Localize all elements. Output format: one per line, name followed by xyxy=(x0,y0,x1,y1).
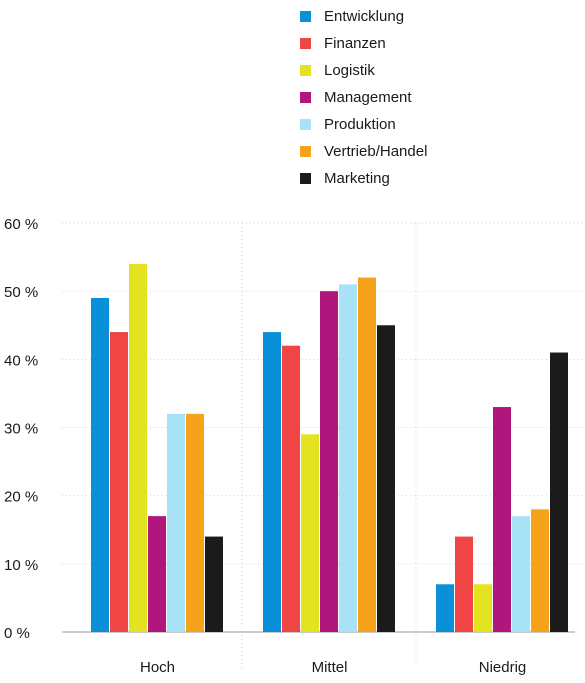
y-tick-label-2: 20 % xyxy=(4,489,38,506)
x-axis: Hoch Mittel Niedrig xyxy=(140,659,526,676)
legend-label-6: Marketing xyxy=(324,170,390,187)
bar-niedrig-2 xyxy=(474,584,492,632)
x-tick-label-2: Niedrig xyxy=(479,659,527,676)
legend-label-2: Logistik xyxy=(324,62,375,79)
y-tick-label-3: 30 % xyxy=(4,421,38,438)
legend-swatch-0 xyxy=(300,11,311,22)
x-tick-label-0: Hoch xyxy=(140,659,175,676)
bar-hoch-1 xyxy=(110,332,128,632)
bar-niedrig-4 xyxy=(512,516,530,632)
bar-hoch-4 xyxy=(167,413,185,632)
bar-hoch-0 xyxy=(91,297,109,632)
y-tick-label-4: 40 % xyxy=(4,352,38,369)
legend-swatch-3 xyxy=(300,92,311,103)
y-tick-label-1: 10 % xyxy=(4,557,38,574)
bars xyxy=(91,263,568,632)
bar-mittel-1 xyxy=(282,345,300,632)
legend-label-4: Produktion xyxy=(324,116,396,133)
bar-mittel-3 xyxy=(320,291,338,632)
bar-mittel-2 xyxy=(301,434,319,632)
legend-label-0: Entwicklung xyxy=(324,8,404,25)
legend-label-3: Management xyxy=(324,89,412,106)
x-tick-label-1: Mittel xyxy=(312,659,348,676)
bar-hoch-5 xyxy=(186,413,204,632)
bar-mittel-6 xyxy=(377,325,395,632)
bar-niedrig-5 xyxy=(531,509,549,632)
bar-mittel-5 xyxy=(358,277,376,632)
legend-swatch-5 xyxy=(300,146,311,157)
bar-niedrig-6 xyxy=(550,352,568,632)
legend-swatch-1 xyxy=(300,38,311,49)
bar-hoch-6 xyxy=(205,536,223,632)
bar-mittel-0 xyxy=(263,332,281,632)
legend-label-1: Finanzen xyxy=(324,35,386,52)
y-tick-label-6: 60 % xyxy=(4,216,38,233)
y-tick-label-0: 0 % xyxy=(4,625,30,642)
legend: Entwicklung Finanzen Logistik Management Pro… xyxy=(300,8,427,187)
bar-mittel-4 xyxy=(339,284,357,632)
legend-swatch-2 xyxy=(300,65,311,76)
legend-label-5: Vertrieb/Handel xyxy=(324,143,427,160)
legend-swatch-6 xyxy=(300,173,311,184)
bar-niedrig-0 xyxy=(436,584,454,632)
bar-niedrig-3 xyxy=(493,407,511,632)
legend-swatch-4 xyxy=(300,119,311,130)
bar-niedrig-1 xyxy=(455,536,473,632)
bar-hoch-2 xyxy=(129,263,147,632)
bar-hoch-3 xyxy=(148,516,166,632)
y-tick-label-5: 50 % xyxy=(4,284,38,301)
